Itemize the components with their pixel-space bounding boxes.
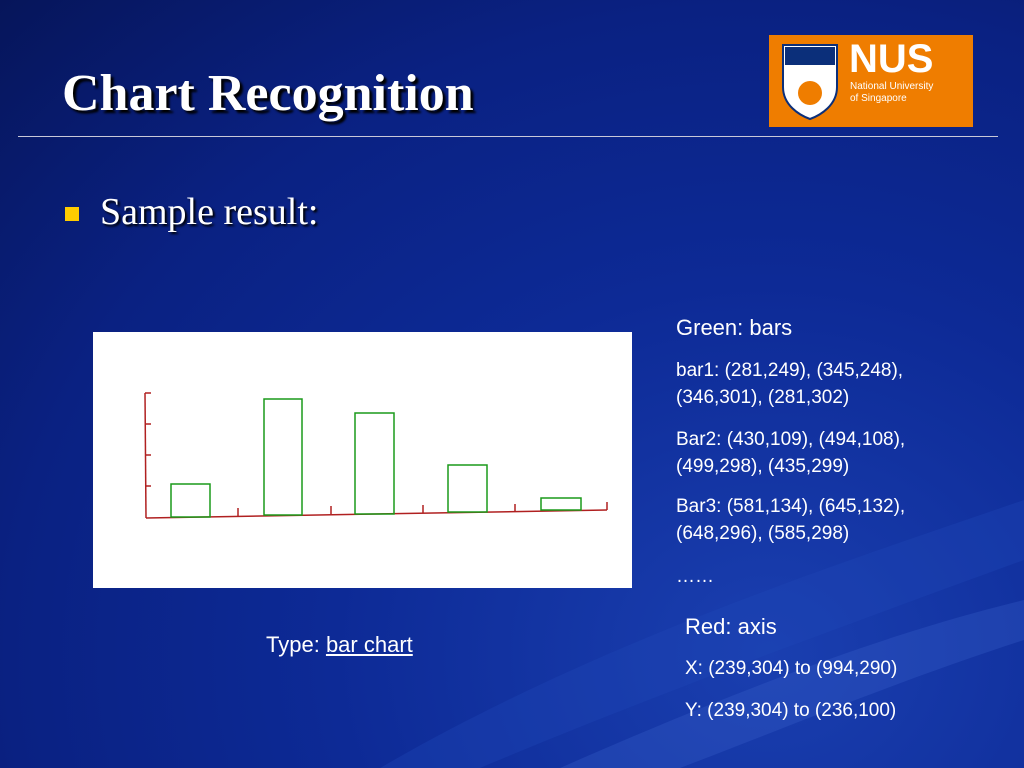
notes-line: Y: (239,304) to (236,100) xyxy=(685,700,897,721)
notes-line: X: (239,304) to (994,290) xyxy=(685,658,898,679)
notes-line: …… xyxy=(676,566,714,587)
logo-name: NUS xyxy=(849,37,934,81)
logo-line: of Singapore xyxy=(850,93,907,104)
title-rule xyxy=(18,136,998,137)
notes-line: Bar3: (581,134), (645,132), xyxy=(676,496,906,517)
logo-line: National University xyxy=(850,81,934,92)
caption-link[interactable]: bar chart xyxy=(325,632,413,657)
extracted-chart xyxy=(144,392,608,519)
notes-line: bar1: (281,249), (345,248), xyxy=(676,360,904,381)
sample-image xyxy=(93,332,632,588)
notes-line: Bar2: (430,109), (494,108), xyxy=(676,429,906,450)
bullet-text: Sample result: xyxy=(100,191,319,233)
notes-heading: Green: bars xyxy=(676,315,793,340)
notes-heading: Red: axis xyxy=(685,614,777,639)
logo: NUS National University of Singapore xyxy=(769,35,973,127)
slide-title: Chart Recognition xyxy=(62,65,474,122)
notes-line: (499,298), (435,299) xyxy=(676,456,850,477)
notes-line: (648,296), (585,298) xyxy=(676,523,850,544)
notes-line: (346,301), (281,302) xyxy=(676,387,850,408)
caption: Type: bar chart xyxy=(266,632,413,658)
logo-crest xyxy=(782,44,838,121)
caption-prefix: Type: xyxy=(266,632,320,657)
bullet-marker xyxy=(65,207,79,221)
